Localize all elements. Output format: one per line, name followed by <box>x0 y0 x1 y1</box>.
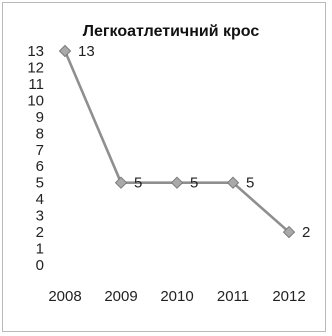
x-tick-label: 2012 <box>272 288 305 305</box>
y-tick-label: 7 <box>36 142 44 159</box>
series-layer <box>58 44 296 239</box>
y-tick-label: 5 <box>36 175 44 192</box>
chart-title: Легкоатлетичний крос <box>83 23 260 40</box>
data-label: 5 <box>134 175 142 192</box>
data-point-marker <box>282 225 296 239</box>
y-tick-label: 1 <box>36 241 44 258</box>
data-point-marker <box>114 176 128 189</box>
y-tick-label: 6 <box>36 158 44 175</box>
y-tick-label: 2 <box>36 224 44 241</box>
chart-frame: Легкоатлетичний крос 0 1 2 3 4 5 6 7 8 9 10 11 12 13 … <box>2 2 326 332</box>
data-point-marker <box>58 44 72 58</box>
y-tick-label: 12 <box>27 59 44 76</box>
x-tick-label: 2010 <box>160 288 193 305</box>
data-labels: 13 5 5 5 2 <box>78 43 310 241</box>
y-tick-label: 13 <box>27 43 44 60</box>
data-label: 2 <box>302 224 310 241</box>
data-point-marker <box>170 176 184 189</box>
line-chart: Легкоатлетичний крос 012345678910111213 … <box>27 23 310 305</box>
y-tick-label: 0 <box>36 257 44 274</box>
x-axis-ticks: 2008 2009 2010 2011 2012 <box>48 288 305 305</box>
y-tick-label: 3 <box>36 208 44 225</box>
y-tick-label: 9 <box>36 109 44 126</box>
series-line <box>63 50 290 234</box>
data-label: 5 <box>190 175 198 192</box>
data-label: 13 <box>78 43 95 60</box>
data-point-marker <box>226 176 240 189</box>
data-label: 5 <box>246 175 254 192</box>
x-tick-label: 2008 <box>48 288 81 305</box>
x-tick-label: 2011 <box>217 288 249 305</box>
y-tick-label: 11 <box>28 76 44 93</box>
y-tick-label: 10 <box>27 92 44 109</box>
x-tick-label: 2009 <box>104 288 137 305</box>
y-tick-label: 8 <box>36 125 44 142</box>
y-tick-label: 4 <box>36 191 44 208</box>
